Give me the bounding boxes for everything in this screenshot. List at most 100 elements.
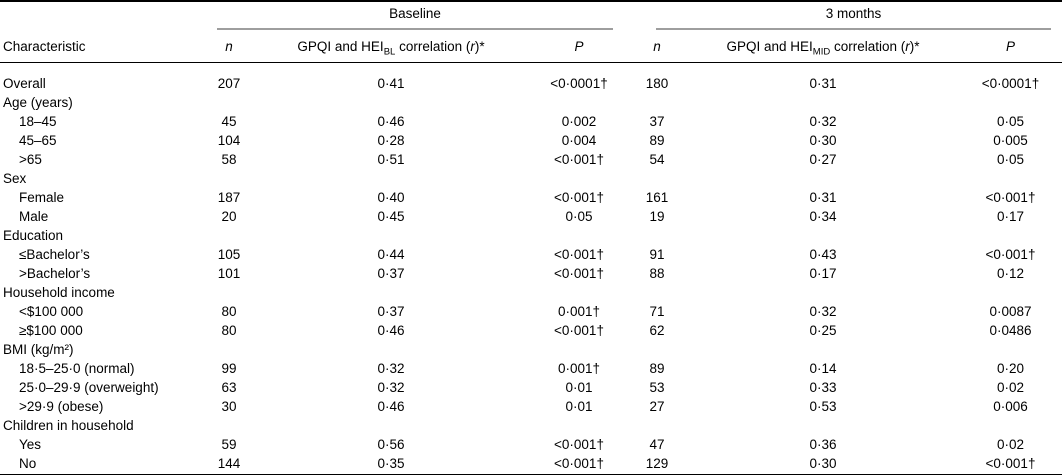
cell-value: 19 [649, 209, 665, 224]
cell-value: 53 [649, 380, 665, 395]
col-header-correlation-3months: GPQI and HEIMID correlation (r)* [687, 30, 959, 63]
corr-bl-mid: correlation ( [395, 39, 471, 54]
table-bottom-rule [0, 474, 1062, 476]
cell-value: 91 [649, 247, 665, 262]
cell-value: 45 [221, 114, 237, 129]
cell-value: 0·01 [565, 399, 593, 414]
cell-value: 58 [221, 152, 237, 167]
cell-value: 0·36 [809, 437, 837, 452]
cell-value: 0·37 [377, 304, 405, 319]
corr-mid-mid: correlation ( [830, 39, 906, 54]
cell-value: <0·0001† [550, 76, 608, 91]
cell-value: 20 [221, 209, 237, 224]
cell-value: 0·43 [809, 247, 837, 262]
cell-value: 0·001† [557, 361, 601, 376]
p-label: P [574, 39, 584, 54]
table-row: Male 20 0·45 0·05 19 0·34 0·17 [0, 207, 1062, 226]
cell-value: 0·01 [565, 380, 593, 395]
cell-value [531, 340, 627, 359]
p-label: P [1005, 39, 1015, 54]
table-row: >29·9 (obese) 30 0·46 0·01 27 0·53 0·006 [0, 397, 1062, 416]
cell-value: 54 [649, 152, 665, 167]
cell-value: <0·001† [554, 437, 604, 452]
cell-value: 0·14 [809, 361, 837, 376]
cell-value: 30 [221, 399, 237, 414]
cell-value: 0·004 [561, 133, 597, 148]
cell-value: 63 [221, 380, 237, 395]
row-label: 18–45 [19, 114, 57, 129]
cell-value: 0·12 [996, 266, 1025, 281]
cell-value: 0·32 [809, 114, 837, 129]
cell-value: 0·31 [809, 190, 837, 205]
row-label: Age (years) [3, 95, 73, 110]
cell-value: 0·30 [809, 133, 837, 148]
cell-value [627, 283, 687, 302]
row-label: Male [19, 209, 49, 224]
row-label: 45–65 [19, 133, 57, 148]
cell-value: <0·001† [554, 247, 604, 262]
cell-value: 80 [221, 304, 237, 319]
cell-value: 0·33 [809, 380, 837, 395]
cell-value [959, 416, 1062, 435]
cell-value: <0·0001† [981, 76, 1040, 91]
cell-value: 0·31 [809, 76, 837, 91]
cell-value: 0·02 [996, 437, 1025, 452]
row-label: Household income [3, 285, 115, 300]
cell-value: 88 [649, 266, 665, 281]
n-label: n [653, 39, 661, 54]
cell-value: 99 [221, 361, 237, 376]
cell-value: 0·0486 [989, 323, 1032, 338]
row-label: <$100 000 [19, 304, 84, 319]
table-row: ≥$100 000 80 0·46 <0·001† 62 0·25 0·0486 [0, 321, 1062, 340]
n-label: n [225, 39, 233, 54]
cell-value: 0·56 [377, 437, 405, 452]
cell-value [959, 93, 1062, 112]
table-row: >65 58 0·51 <0·001† 54 0·27 0·05 [0, 150, 1062, 169]
cell-value [531, 416, 627, 435]
row-label: ≤Bachelor’s [19, 247, 90, 262]
cell-value: 0·05 [996, 114, 1025, 129]
cell-value [251, 169, 531, 188]
corr-mid-subscript: MID [812, 46, 831, 58]
cell-value: 0·44 [377, 247, 405, 262]
cell-value [251, 226, 531, 245]
cell-value: 89 [649, 361, 665, 376]
cell-value: 0·30 [809, 456, 837, 471]
cell-value [687, 283, 959, 302]
cell-value: <0·001† [554, 152, 604, 167]
cell-value [687, 416, 959, 435]
cell-value [627, 169, 687, 188]
group-cell-baseline: Baseline [207, 2, 627, 30]
row-label: >65 [19, 152, 42, 167]
cell-value: 0·02 [996, 380, 1025, 395]
cell-value: 0·32 [809, 304, 837, 319]
cell-value: 0·51 [377, 152, 405, 167]
section-row: Sex [0, 169, 1062, 188]
cell-value: 27 [649, 399, 665, 414]
cell-value: 0·27 [809, 152, 837, 167]
cell-value [207, 283, 251, 302]
cell-value [531, 283, 627, 302]
table-row: 25·0–29·9 (overweight) 63 0·32 0·01 53 0·33 0·… [0, 378, 1062, 397]
cell-value: 0·25 [809, 323, 837, 338]
cell-value [687, 226, 959, 245]
cell-value: <0·001† [985, 247, 1036, 262]
cell-value: 0·05 [996, 152, 1025, 167]
table-row: <$100 000 80 0·37 0·001† 71 0·32 0·0087 [0, 302, 1062, 321]
cell-value [207, 416, 251, 435]
group-header-row: Baseline 3 months [0, 2, 1062, 30]
row-label: ≥$100 000 [19, 323, 83, 338]
cell-value [251, 340, 531, 359]
cell-value [531, 93, 627, 112]
cell-value: 80 [221, 323, 237, 338]
cell-value: 62 [649, 323, 665, 338]
cell-value: 0·005 [993, 133, 1028, 148]
corr-mid-prefix: GPQI and HEI [726, 39, 813, 54]
table-row: 45–65 104 0·28 0·004 89 0·30 0·005 [0, 131, 1062, 150]
row-label: >Bachelor’s [19, 266, 91, 281]
cell-value [251, 93, 531, 112]
row-label: BMI (kg/m²) [3, 342, 74, 357]
cell-value: 71 [649, 304, 665, 319]
cell-value [959, 283, 1062, 302]
